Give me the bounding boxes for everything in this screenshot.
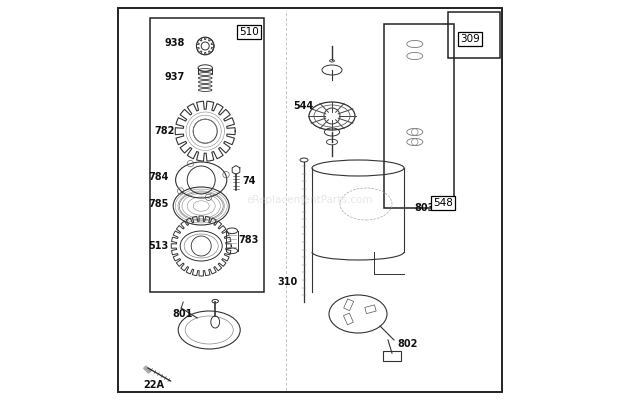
Text: 803: 803 <box>414 203 435 213</box>
Bar <box>383 351 401 361</box>
Bar <box>384 24 454 208</box>
Text: 548: 548 <box>433 198 453 208</box>
Text: 802: 802 <box>397 339 418 349</box>
Text: 801: 801 <box>173 309 193 319</box>
Text: 785: 785 <box>148 199 169 209</box>
Bar <box>343 299 353 311</box>
Bar <box>343 313 353 325</box>
Text: 513: 513 <box>149 241 169 251</box>
Text: 74: 74 <box>242 176 255 186</box>
Text: eReplacementParts.com: eReplacementParts.com <box>247 195 373 205</box>
Text: 784: 784 <box>148 172 169 182</box>
Text: 544: 544 <box>294 101 314 111</box>
Text: 937: 937 <box>165 72 185 82</box>
Text: 782: 782 <box>154 126 175 136</box>
Bar <box>365 305 376 314</box>
Text: 309: 309 <box>460 34 480 44</box>
FancyArrow shape <box>144 366 151 373</box>
Bar <box>150 18 264 292</box>
Text: 783: 783 <box>239 235 259 245</box>
Text: 510: 510 <box>239 27 259 37</box>
Text: 310: 310 <box>278 277 298 287</box>
Text: 22A: 22A <box>143 380 164 390</box>
Text: 938: 938 <box>165 38 185 48</box>
Bar <box>448 12 500 58</box>
